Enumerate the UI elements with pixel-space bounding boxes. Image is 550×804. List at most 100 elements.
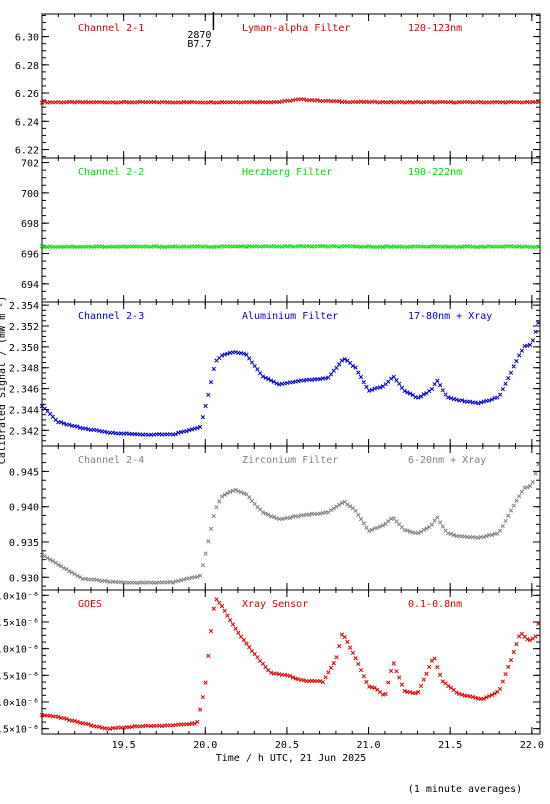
data-point — [69, 570, 75, 575]
data-point — [451, 532, 456, 538]
data-point — [380, 523, 385, 528]
data-point — [326, 670, 331, 675]
data-point — [429, 386, 435, 392]
data-point — [519, 348, 525, 353]
data-point — [500, 679, 505, 684]
data-point — [527, 637, 533, 643]
data-point — [418, 529, 424, 535]
filter-label: Lyman-alpha Filter — [242, 23, 350, 34]
data-point — [421, 392, 426, 397]
data-point — [388, 668, 394, 674]
data-point — [533, 634, 538, 639]
y-tick-label: 0.945 — [9, 467, 39, 478]
data-point — [536, 621, 541, 627]
data-point — [260, 510, 266, 515]
data-point — [506, 513, 511, 518]
data-point — [200, 415, 206, 420]
panel-2: 694 696 698 700 702 Channel 2-2 Herzberg Filte… — [21, 157, 541, 303]
data-point — [358, 667, 364, 673]
data-point — [260, 661, 266, 666]
band-label: 0.1-0.8nm — [408, 599, 462, 610]
data-point — [459, 398, 465, 403]
y-tick-label: 698 — [21, 219, 39, 230]
flare-annotation: B7.7 — [187, 39, 211, 50]
data-point — [236, 630, 241, 635]
data-point — [249, 360, 255, 365]
data-point — [56, 714, 61, 720]
data-point — [530, 338, 535, 343]
data-point — [525, 637, 530, 642]
data-point — [97, 724, 102, 729]
channel-label: Channel 2-3 — [78, 311, 144, 322]
data-point — [42, 554, 47, 559]
data-point — [446, 683, 451, 689]
y-tick-label: 696 — [21, 249, 39, 260]
filter-label: Xray Sensor — [242, 599, 308, 610]
data-point — [397, 381, 402, 386]
data-point — [432, 382, 437, 387]
data-point — [416, 395, 421, 400]
data-point — [39, 552, 45, 558]
data-point — [405, 390, 410, 395]
data-point — [75, 719, 80, 724]
data-point — [67, 569, 72, 574]
y-tick-label: 0.930 — [9, 573, 39, 584]
data-point — [323, 675, 328, 680]
data-point — [328, 507, 334, 513]
data-point — [339, 500, 345, 506]
data-point — [429, 522, 435, 527]
panel-1: 6.22 6.24 6.26 6.28 6.30 Channel 2-1 Lyman-alp… — [15, 12, 541, 159]
data-point — [230, 622, 236, 627]
data-point — [225, 613, 230, 618]
data-point — [203, 403, 208, 409]
data-point — [274, 381, 279, 386]
data-point — [181, 577, 186, 582]
data-point — [263, 375, 268, 381]
series-points — [39, 597, 541, 731]
y-tick-label: 6.5×10⁻⁶ — [0, 671, 39, 682]
data-point — [503, 518, 508, 524]
data-point — [511, 503, 516, 508]
data-point — [533, 471, 538, 476]
data-point — [383, 691, 388, 697]
y-tick-label: 8.0×10⁻⁶ — [0, 591, 39, 602]
data-point — [416, 530, 421, 536]
data-point — [503, 671, 508, 677]
data-point — [489, 397, 495, 402]
data-point — [266, 512, 271, 517]
y-tick-label: 6.30 — [15, 33, 39, 44]
data-point — [61, 421, 66, 426]
y-tick-label: 0.935 — [9, 538, 39, 549]
panel-frame — [41, 157, 541, 303]
data-point — [238, 634, 244, 639]
data-point — [219, 604, 225, 609]
data-point — [334, 655, 339, 660]
data-point — [536, 462, 541, 467]
data-point — [337, 643, 342, 649]
data-point — [459, 692, 465, 697]
data-point — [481, 696, 486, 701]
data-point — [356, 661, 361, 667]
data-point — [416, 689, 421, 695]
data-point — [241, 351, 246, 356]
y-tick-label: 2.352 — [9, 322, 39, 333]
data-point — [503, 381, 508, 386]
data-point — [508, 370, 514, 375]
y-tick-label: 6.26 — [15, 89, 39, 100]
data-point — [405, 528, 410, 533]
data-point — [353, 656, 358, 661]
data-point — [236, 489, 241, 494]
data-point — [377, 385, 383, 390]
data-point — [399, 682, 405, 687]
flare-annotation: 2870 — [187, 30, 211, 41]
data-point — [208, 628, 214, 634]
data-point — [67, 422, 72, 427]
data-point — [227, 618, 233, 623]
data-point — [500, 523, 505, 529]
data-point — [197, 573, 203, 578]
data-point — [489, 692, 495, 698]
data-point — [440, 388, 445, 393]
x-tick-label: 20.0 — [193, 740, 217, 751]
